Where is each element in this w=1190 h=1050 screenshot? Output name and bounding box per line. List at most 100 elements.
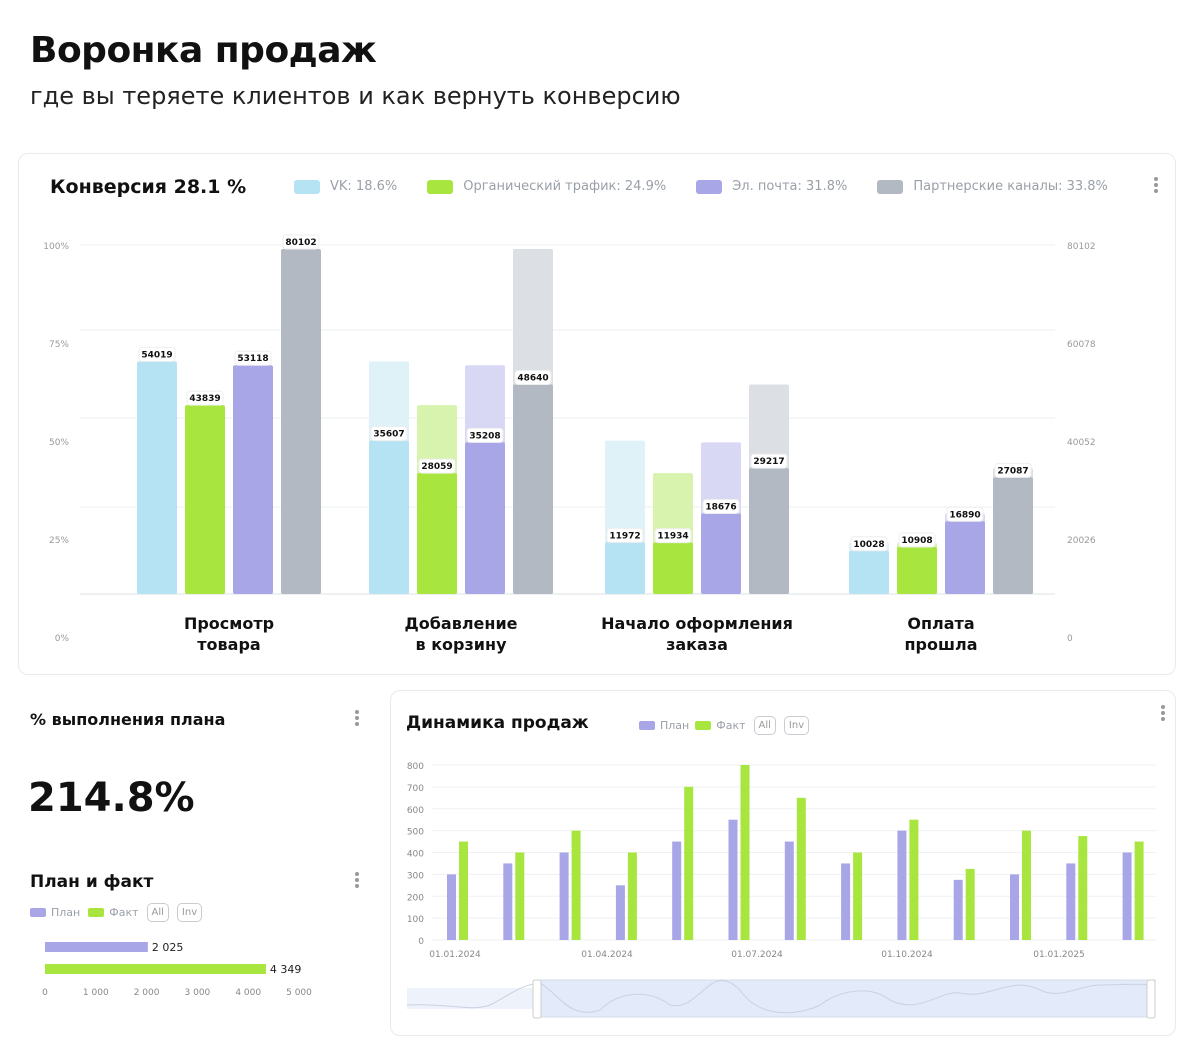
category-label: Добавление [404, 614, 517, 633]
y-tick: 500 [407, 828, 424, 838]
plan-fact-bar [45, 942, 148, 952]
data-label: 11972 [609, 531, 640, 541]
y-tick: 400 [407, 850, 424, 860]
x-tick: 4 000 [235, 988, 261, 998]
data-label-box [850, 536, 888, 552]
all-button[interactable]: All [146, 903, 169, 922]
sales-bar [1134, 841, 1144, 940]
legend-item-plan[interactable]: План [639, 719, 689, 732]
legend-item-organic[interactable]: Органический трафик: 24.9% [427, 179, 666, 194]
category-label: прошла [904, 635, 977, 654]
more-options-icon[interactable] [355, 710, 359, 728]
y-right-tick: 0 [1067, 634, 1073, 644]
funnel-bar [653, 542, 693, 594]
x-tick: 0 [42, 988, 48, 998]
funnel-bar [465, 442, 505, 594]
data-label-box [606, 527, 644, 543]
funnel-legend: VK: 18.6% Органический трафик: 24.9% Эл.… [294, 179, 1108, 194]
page-title: Воронка продаж [30, 30, 377, 71]
more-options-icon[interactable] [1161, 705, 1165, 723]
x-tick: 1 000 [83, 988, 109, 998]
funnel-bar [701, 513, 741, 594]
data-label-box [946, 506, 984, 522]
data-label-box [994, 462, 1032, 478]
data-label: 10028 [853, 540, 884, 550]
plan-fact-bar [45, 964, 266, 974]
legend-item-fact[interactable]: Факт [88, 906, 139, 919]
data-label: 11934 [657, 532, 688, 542]
y-tick: 800 [407, 762, 424, 772]
sales-bar [672, 841, 682, 940]
y-tick: 100 [407, 915, 424, 925]
y-right-tick: 20026 [1067, 536, 1096, 546]
plan-percent-title: % выполнения плана [30, 710, 226, 729]
y-tick: 600 [407, 806, 424, 816]
inv-button[interactable]: Inv [783, 716, 810, 735]
data-label: 10908 [901, 536, 932, 546]
all-button[interactable]: All [753, 716, 776, 735]
plan-fact-value: 4 349 [270, 963, 302, 976]
y-tick: 200 [407, 893, 424, 903]
y-right-tick: 60078 [1067, 340, 1096, 350]
y-left-tick: 50% [49, 438, 69, 448]
sales-bar [1010, 874, 1019, 940]
x-tick: 01.07.2024 [731, 950, 783, 960]
legend-label: Факт [716, 719, 746, 732]
sales-bar [841, 863, 851, 940]
more-options-icon[interactable] [355, 872, 359, 890]
x-tick: 01.04.2024 [581, 950, 633, 960]
funnel-bar [849, 550, 889, 594]
navigator-background [407, 988, 537, 1009]
legend-item-vk[interactable]: VK: 18.6% [294, 179, 397, 194]
data-label: 18676 [705, 503, 736, 513]
legend-label: План [51, 906, 81, 919]
sales-bar [740, 765, 750, 940]
y-tick: 0 [418, 937, 424, 947]
sales-bar [784, 841, 794, 940]
legend-item-fact[interactable]: Факт [695, 719, 746, 732]
data-label: 48640 [517, 374, 548, 384]
x-tick: 01.01.2025 [1033, 950, 1085, 960]
x-tick: 3 000 [185, 988, 211, 998]
sales-bar [1022, 830, 1031, 940]
data-label: 35607 [373, 430, 404, 440]
inv-button[interactable]: Inv [176, 903, 203, 922]
x-tick: 2 000 [134, 988, 160, 998]
sales-bar [1078, 836, 1088, 940]
sales-bar [965, 868, 975, 940]
data-label: 53118 [237, 354, 268, 364]
data-label-box [234, 350, 272, 366]
legend-item-email[interactable]: Эл. почта: 31.8% [696, 179, 847, 194]
sales-bar [571, 830, 581, 940]
page-subtitle: где вы теряете клиентов и как вернуть ко… [30, 82, 681, 110]
sales-legend: План Факт All Inv [639, 716, 810, 735]
x-tick: 5 000 [286, 988, 312, 998]
legend-item-plan[interactable]: План [30, 906, 80, 919]
funnel-bar [605, 542, 645, 594]
more-options-icon[interactable] [1154, 177, 1158, 195]
data-label: 43839 [189, 394, 220, 404]
data-label-box [282, 234, 320, 250]
data-label: 29217 [753, 457, 784, 467]
sales-bar [897, 830, 907, 940]
funnel-bar [945, 521, 985, 594]
y-right-tick: 80102 [1067, 242, 1096, 252]
sales-bar [503, 863, 513, 940]
data-label: 16890 [949, 510, 980, 520]
x-tick: 01.01.2024 [429, 950, 481, 960]
navigator-handle-right [1146, 979, 1156, 1019]
sales-bar [796, 797, 806, 940]
data-label-box [898, 532, 936, 548]
funnel-bar [417, 473, 457, 594]
sales-bar [627, 852, 637, 940]
funnel-bar [897, 547, 937, 594]
legend-item-partners[interactable]: Партнерские каналы: 33.8% [877, 179, 1108, 194]
y-tick: 700 [407, 784, 424, 794]
plan-fact-title: План и факт [30, 872, 154, 892]
y-tick: 300 [407, 871, 424, 881]
sales-bar [953, 879, 963, 940]
sales-bar [1122, 852, 1132, 940]
data-label-box [138, 346, 176, 362]
data-label-box [654, 528, 692, 544]
